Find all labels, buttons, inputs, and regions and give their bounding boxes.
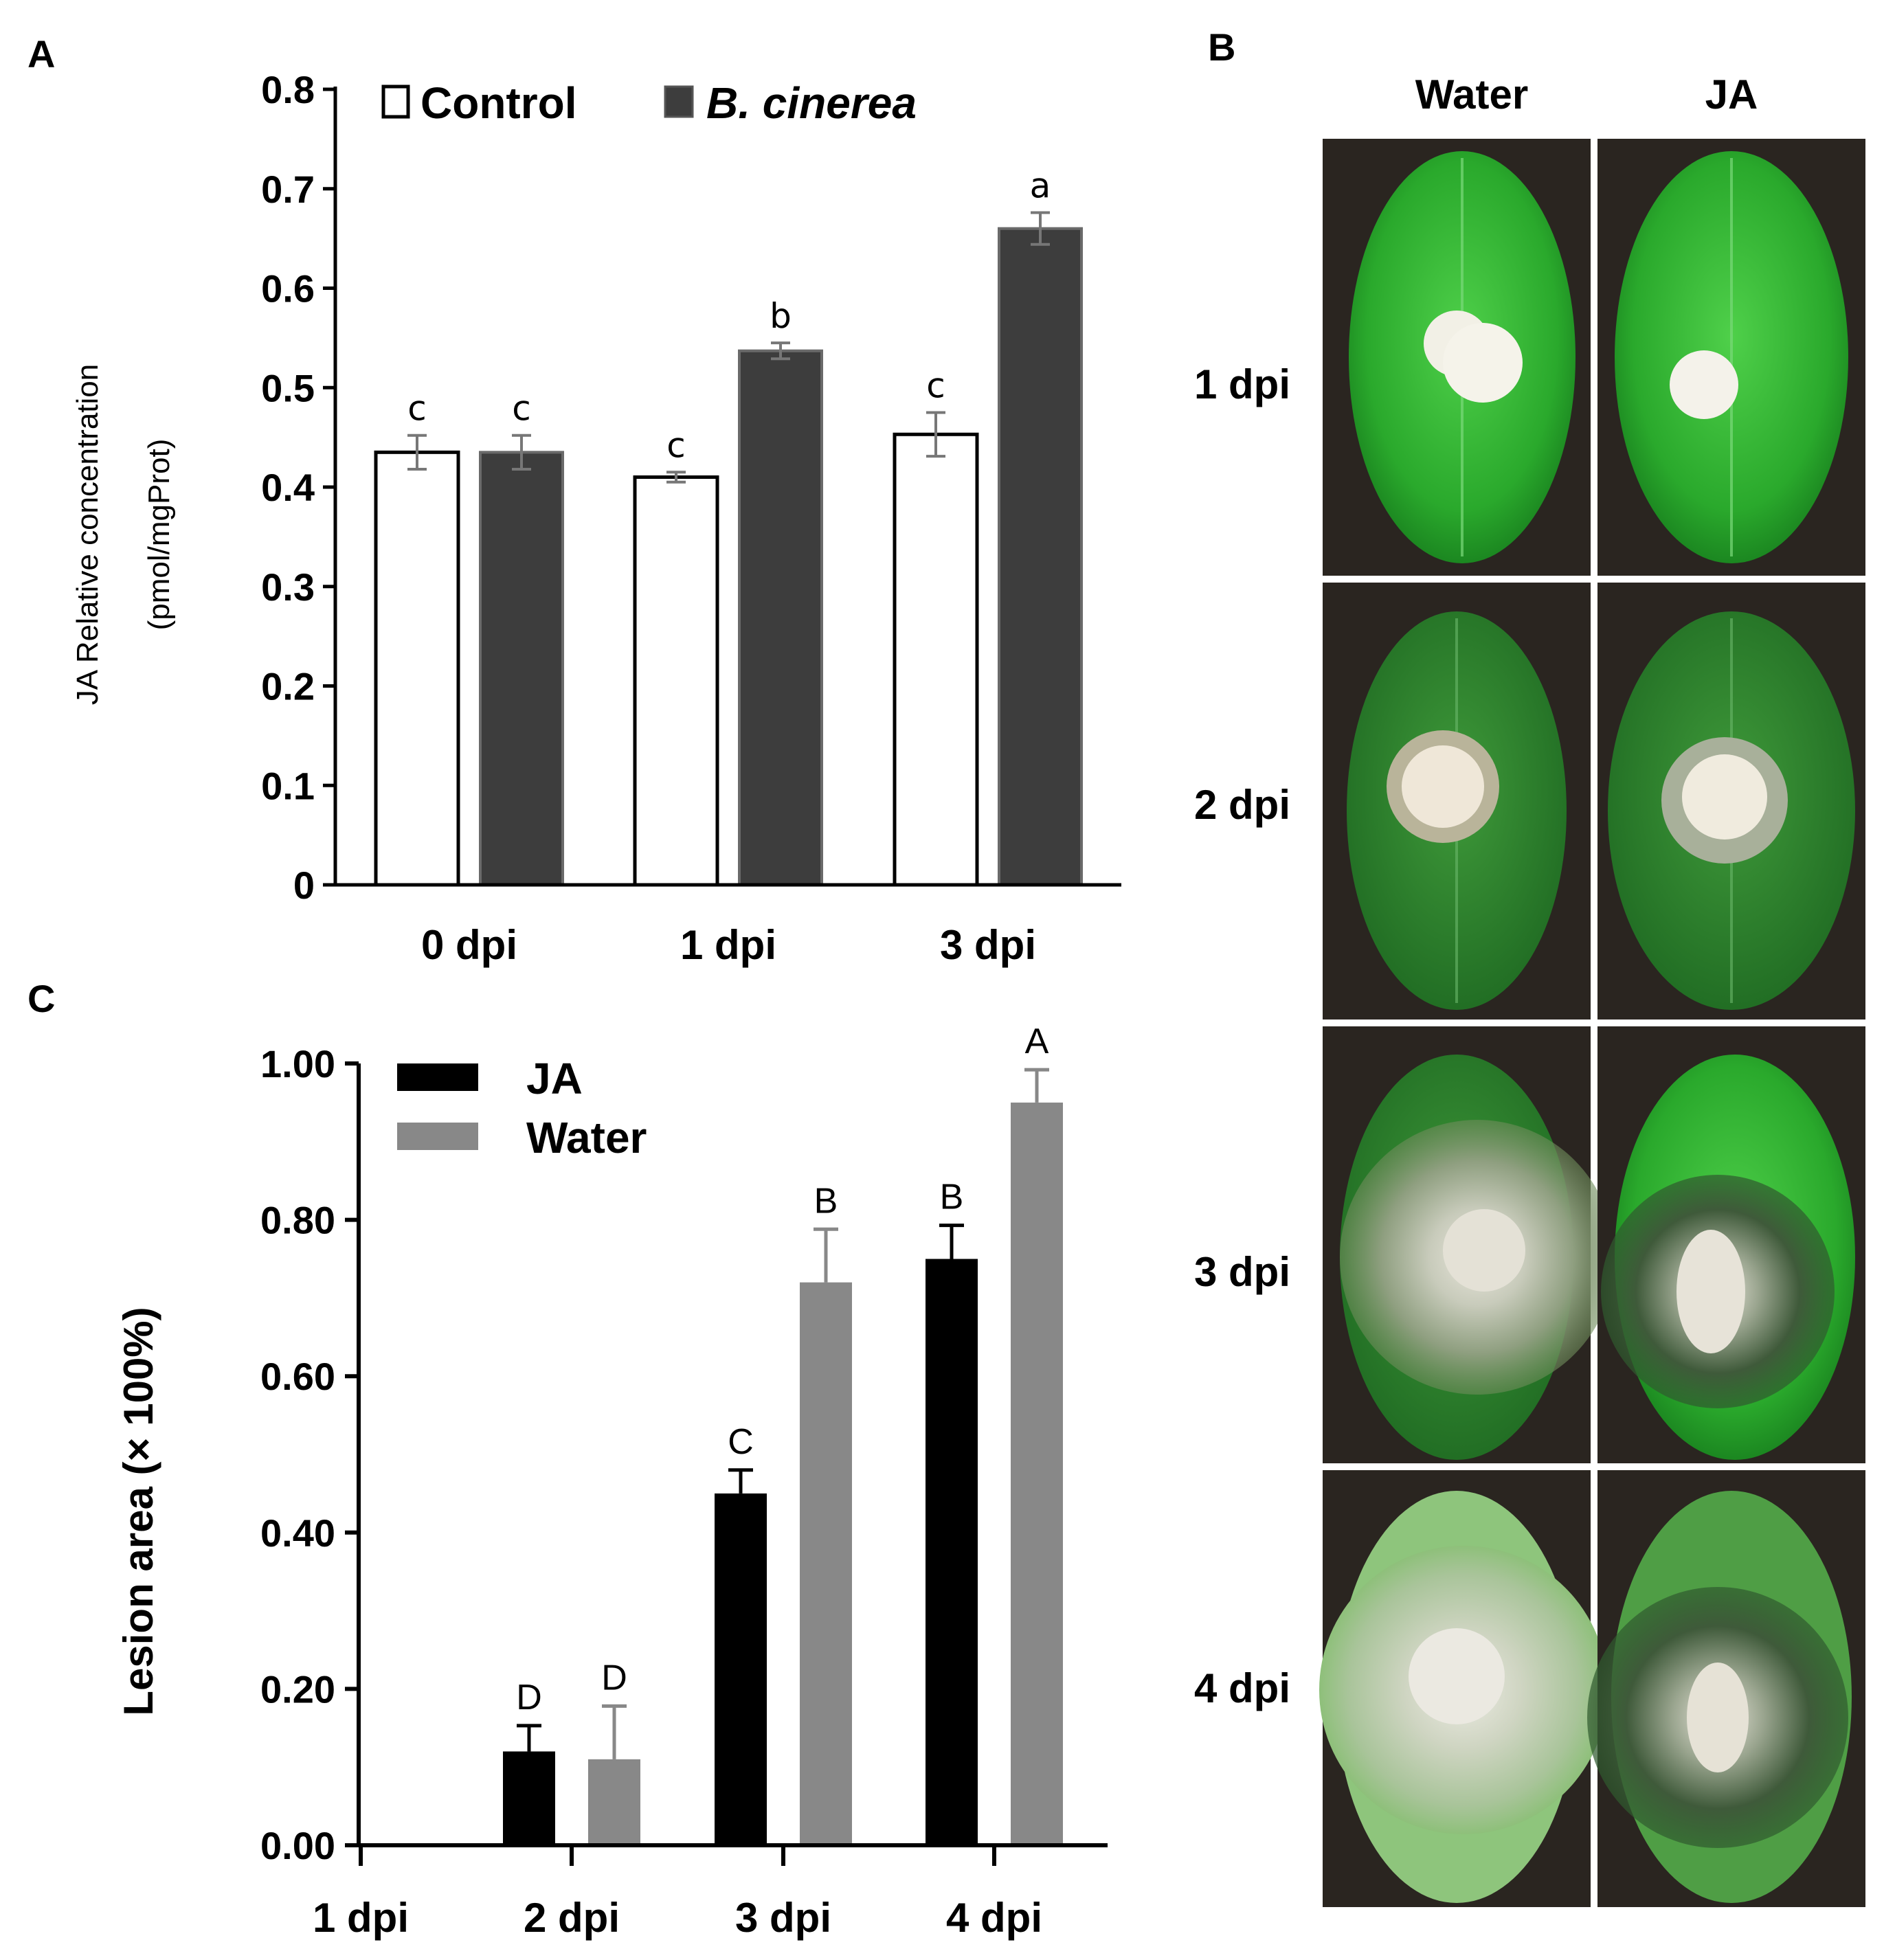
chart-a-y-tick-label: 0.6 bbox=[261, 267, 315, 311]
legend-swatch-water bbox=[397, 1123, 478, 1150]
chart-a-axes bbox=[333, 87, 1121, 887]
legend-label-control: Control bbox=[420, 78, 577, 128]
chart-a-y-tick-label: 0.4 bbox=[261, 466, 315, 509]
chart-a-y-tick-label: 0.7 bbox=[261, 168, 315, 211]
photo-grid: Water JA 1 dpi 2 dpi 3 dpi 4 dpi bbox=[1194, 71, 1865, 1907]
chart-a-y-tick-label: 0.3 bbox=[261, 565, 315, 609]
photo-column-header-water: Water bbox=[1415, 71, 1528, 117]
chart-a-y-ticks: 0 0.1 0.2 0.3 0.4 0.5 0.6 0.7 0.8 bbox=[261, 68, 335, 907]
legend-swatch-control bbox=[381, 85, 410, 119]
chart-c-bar-water bbox=[588, 1759, 640, 1845]
legend-label-water: Water bbox=[526, 1113, 647, 1162]
chart-c-significance-label: D bbox=[516, 1678, 542, 1717]
chart-c-y-tick-label: 0.20 bbox=[260, 1667, 335, 1711]
photo-column-header-ja: JA bbox=[1705, 71, 1758, 117]
chart-a-bar-b-cinerea bbox=[998, 227, 1083, 886]
chart-c-bar-ja bbox=[503, 1751, 555, 1845]
chart-a-significance-label: b bbox=[770, 296, 792, 336]
chart-a-bars: c c c b c a bbox=[374, 166, 1083, 887]
photo-row-label-3dpi: 3 dpi bbox=[1194, 1249, 1290, 1295]
panel-letter-c: C bbox=[27, 977, 55, 1020]
chart-a-legend: Control B. cinerea bbox=[381, 78, 917, 128]
chart-c-y-label: Lesion area (× 100%) bbox=[115, 1307, 161, 1715]
legend-swatch-ja bbox=[397, 1063, 478, 1091]
chart-a-bar-control bbox=[633, 475, 719, 887]
chart-c-bar-water bbox=[1011, 1102, 1063, 1845]
chart-a-bar-b-cinerea bbox=[738, 349, 823, 886]
chart-c-significance-label: B bbox=[814, 1181, 838, 1221]
photo-3dpi-water bbox=[1323, 1026, 1615, 1463]
chart-a-significance-label: c bbox=[926, 365, 945, 405]
chart-a-bar-b-cinerea bbox=[479, 451, 564, 886]
photo-3dpi-ja bbox=[1597, 1026, 1865, 1463]
chart-a-significance-label: c bbox=[666, 425, 686, 465]
chart-a-category-label: 1 dpi bbox=[680, 922, 776, 968]
photo-row-label-4dpi: 4 dpi bbox=[1194, 1665, 1290, 1711]
chart-c-categories: 1 dpi 2 dpi 3 dpi 4 dpi bbox=[313, 1895, 1042, 1941]
chart-a-y-tick-label: 0.5 bbox=[261, 366, 315, 409]
photo-4dpi-ja bbox=[1587, 1470, 1865, 1907]
legend-swatch-b-cinerea bbox=[664, 85, 694, 118]
chart-a-significance-label: c bbox=[512, 389, 531, 429]
chart-c-y-ticks: 0.00 0.20 0.40 0.60 0.80 1.00 bbox=[260, 1042, 359, 1867]
chart-c-category-label: 4 dpi bbox=[946, 1895, 1042, 1941]
chart-a-significance-label: a bbox=[1030, 166, 1051, 205]
chart-a-category-label: 0 dpi bbox=[421, 922, 517, 968]
chart-a-categories: 0 dpi 1 dpi 3 dpi bbox=[421, 922, 1036, 968]
panel-letter-a: A bbox=[27, 32, 55, 76]
chart-a-y-tick-label: 0 bbox=[293, 864, 315, 907]
photo-1dpi-water bbox=[1323, 139, 1591, 576]
chart-c: 0.00 0.20 0.40 0.60 0.80 1.00 D D C B B A 1 dpi 2 d… bbox=[115, 1022, 1108, 1941]
chart-c-significance-label: B bbox=[940, 1178, 964, 1217]
photo-4dpi-water bbox=[1319, 1470, 1608, 1907]
chart-a-significance-label: c bbox=[407, 389, 427, 429]
chart-c-y-tick-label: 0.60 bbox=[260, 1355, 335, 1398]
chart-c-category-label: 1 dpi bbox=[313, 1895, 409, 1941]
chart-c-legend: JA Water bbox=[397, 1054, 647, 1162]
chart-c-category-label: 3 dpi bbox=[735, 1895, 831, 1941]
chart-c-bars: D D C B B A bbox=[503, 1022, 1063, 1845]
chart-c-y-tick-label: 0.00 bbox=[260, 1824, 335, 1867]
chart-c-bar-water bbox=[800, 1282, 852, 1845]
panel-letter-b: B bbox=[1208, 25, 1235, 69]
chart-c-y-tick-label: 0.40 bbox=[260, 1511, 335, 1555]
chart-a-y-tick-label: 0.1 bbox=[261, 764, 315, 807]
chart-c-significance-label: A bbox=[1025, 1022, 1049, 1061]
chart-a-y-label-line2: (pmol/mgProt) bbox=[142, 439, 176, 631]
legend-label-ja: JA bbox=[526, 1054, 583, 1103]
chart-a-category-label: 3 dpi bbox=[940, 922, 1036, 968]
chart-a-bar-control bbox=[374, 450, 460, 887]
chart-a-y-label-line1: JA Relative concentration bbox=[71, 364, 104, 706]
chart-c-y-tick-label: 1.00 bbox=[260, 1042, 335, 1085]
chart-c-bar-ja bbox=[926, 1259, 978, 1845]
chart-c-axes bbox=[357, 1063, 1108, 1866]
chart-c-bar-ja bbox=[715, 1493, 767, 1845]
photo-row-label-1dpi: 1 dpi bbox=[1194, 361, 1290, 407]
chart-a-y-tick-label: 0.2 bbox=[261, 665, 315, 708]
photo-row-label-2dpi: 2 dpi bbox=[1194, 782, 1290, 828]
legend-label-b-cinerea: B. cinerea bbox=[706, 78, 917, 128]
chart-c-y-tick-label: 0.80 bbox=[260, 1199, 335, 1242]
chart-c-significance-label: C bbox=[728, 1422, 754, 1462]
photo-2dpi-ja bbox=[1597, 583, 1865, 1020]
chart-a-bar-control bbox=[893, 432, 979, 887]
chart-c-significance-label: D bbox=[601, 1658, 627, 1698]
photo-2dpi-water bbox=[1323, 583, 1591, 1020]
photo-1dpi-ja bbox=[1597, 139, 1865, 576]
chart-a-y-tick-label: 0.8 bbox=[261, 68, 315, 111]
chart-c-category-label: 2 dpi bbox=[524, 1895, 620, 1941]
chart-a: 0 0.1 0.2 0.3 0.4 0.5 0.6 0.7 0.8 c c c b c a 0 dpi 1 … bbox=[71, 68, 1121, 968]
